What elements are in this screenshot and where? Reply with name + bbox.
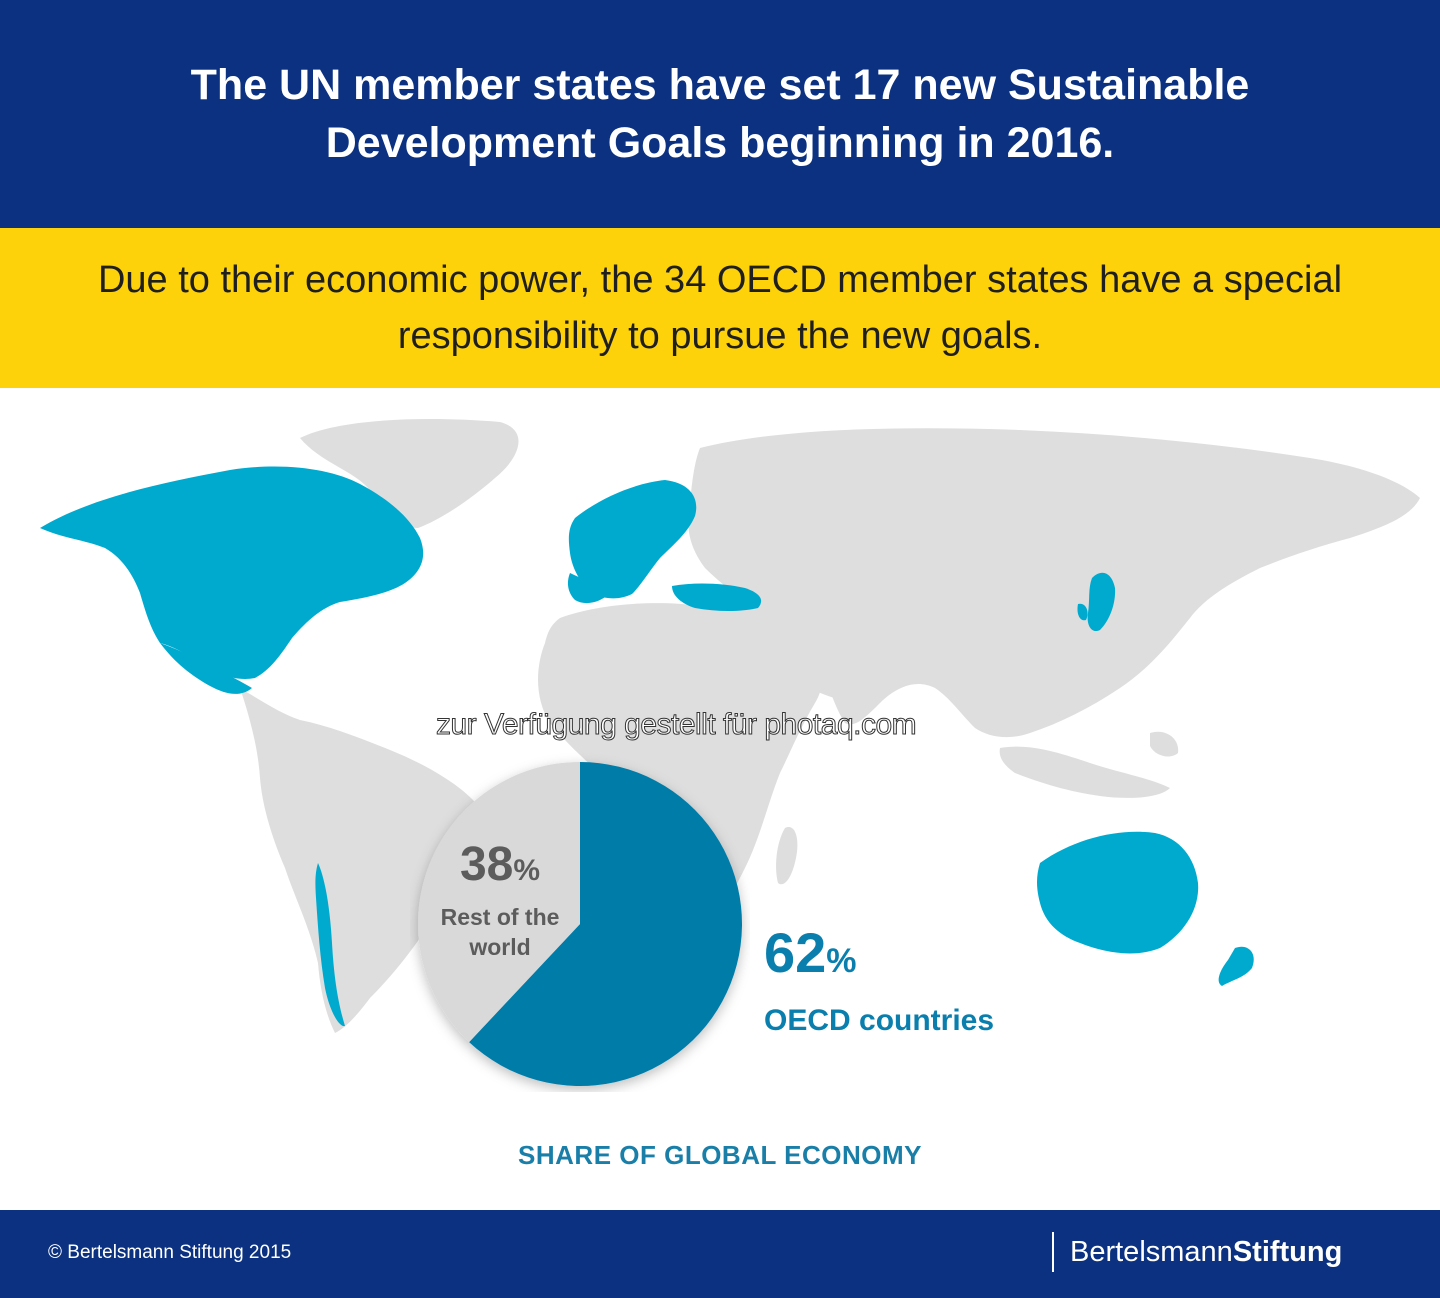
logo-bold-text: Stiftung [1232, 1236, 1343, 1268]
rest-of-world-value: 38% [420, 838, 580, 898]
oecd-name: OECD countries [764, 1004, 995, 1037]
rest-of-world-name: Rest of the world [440, 904, 560, 960]
page-title: The UN member states have set 17 new Sus… [190, 61, 1250, 167]
chart-title: SHARE OF GLOBAL ECONOMY [518, 1140, 922, 1170]
header-banner: The UN member states have set 17 new Sus… [0, 0, 1440, 228]
oecd-value-unit: % [826, 942, 857, 980]
logo-divider [1052, 1232, 1054, 1272]
pie-chart [417, 762, 742, 1086]
bertelsmann-stiftung-logo: BertelsmannStiftung [1070, 1236, 1342, 1269]
logo-regular-text: Bertelsmann [1070, 1236, 1233, 1268]
watermark: zur Verfügung gestellt für photaq.com [435, 708, 917, 742]
oecd-value: 62% [764, 922, 994, 992]
highlight-text: Due to their economic power, the 34 OECD… [97, 259, 1343, 357]
pie-slice-oecd [469, 762, 742, 1086]
copyright-text: © Bertelsmann Stiftung 2015 [48, 1242, 292, 1263]
highlight-banner: Due to their economic power, the 34 OECD… [0, 228, 1440, 388]
world-map-graphic [40, 419, 1420, 1033]
rest-of-world-regions [240, 419, 1420, 1033]
pie-slice-rest-of-world [417, 762, 580, 1043]
oecd-regions [40, 466, 1254, 1027]
oecd-label: 62% OECD countries [764, 922, 994, 1040]
rest-value-unit: % [513, 854, 541, 887]
rest-of-world-label: 38% Rest of the world [420, 838, 580, 962]
footer: © Bertelsmann Stiftung 2015 BertelsmannS… [0, 1210, 1440, 1298]
rest-value-number: 38 [459, 838, 514, 891]
world-map [0, 388, 1440, 1208]
oecd-value-number: 62 [764, 921, 827, 984]
